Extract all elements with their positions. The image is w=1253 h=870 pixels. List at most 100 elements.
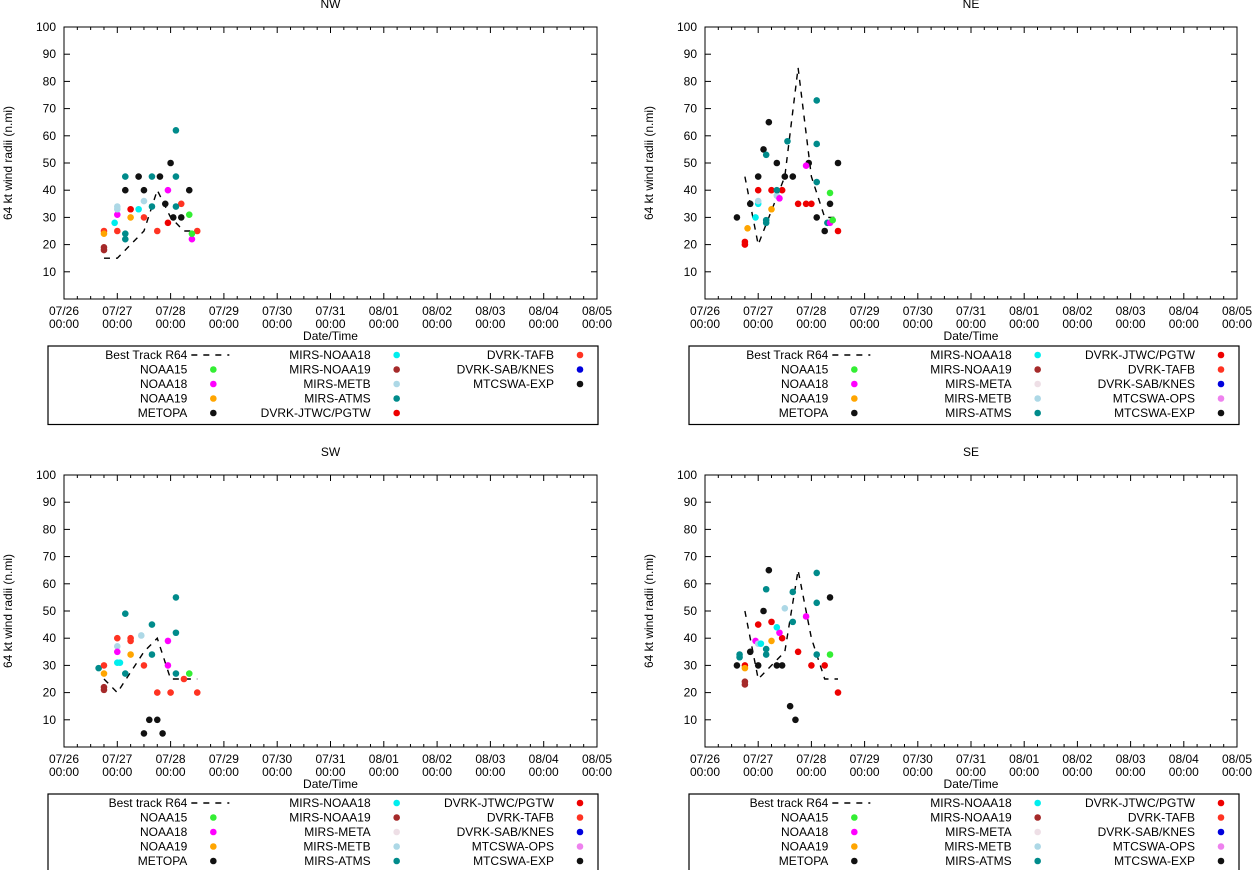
data-point-mirs-atms — [813, 651, 821, 658]
legend-swatch — [851, 828, 858, 836]
chart-panel-se: SE10203040506070809010007/2600:0007/2700… — [642, 445, 1252, 870]
data-point-dvrk-jtwc-pgtw — [754, 186, 762, 194]
data-point-dvrk-tafb — [114, 227, 121, 235]
data-point-dvrk-tafb — [140, 662, 148, 669]
legend-swatch — [1217, 799, 1225, 807]
y-tick-label: 30 — [684, 210, 698, 224]
x-tick-label-date: 07/28 — [796, 304, 826, 318]
legend-label: DVRK-TAFB — [1128, 363, 1195, 377]
data-point-noaa19 — [127, 214, 134, 221]
legend-label: NOAA15 — [781, 363, 829, 377]
data-point-mirs-atms — [172, 629, 180, 637]
data-point-mirs-metb — [140, 197, 148, 205]
data-point-dvrk-jtwc-pgtw — [768, 186, 775, 194]
legend-label: MTCSWA-EXP — [1114, 406, 1195, 420]
y-axis-label: 64 kt wind radii (n.mi) — [642, 106, 656, 220]
legend-swatch — [1034, 828, 1041, 836]
data-point-mirs-noaa18 — [116, 659, 124, 666]
legend-swatch — [210, 828, 217, 836]
data-point-mirs-atms — [172, 594, 180, 601]
data-point-mirs-atms — [813, 599, 821, 607]
data-point-dvrk-jtwc-pgtw — [794, 648, 802, 656]
data-point-noaa18 — [164, 637, 172, 645]
x-tick-label-date: 07/28 — [796, 752, 826, 766]
x-tick-label-date: 07/28 — [156, 304, 186, 318]
x-tick-label-time: 00:00 — [1222, 317, 1252, 331]
data-point-metopa — [826, 200, 834, 208]
data-point-noaa15 — [826, 651, 834, 658]
data-point-mirs-atms — [762, 151, 770, 159]
data-point-metopa — [185, 186, 193, 194]
x-tick-label-date: 07/30 — [262, 752, 292, 766]
y-tick-label: 100 — [677, 20, 697, 34]
data-point-dvrk-jtwc-pgtw — [834, 689, 842, 696]
x-tick-label-date: 08/05 — [582, 304, 612, 318]
data-point-dvrk-jtwc-pgtw — [808, 200, 815, 208]
data-point-noaa19 — [768, 205, 775, 213]
data-point-noaa19 — [127, 651, 134, 658]
x-tick-label-time: 00:00 — [1222, 765, 1252, 779]
data-point-mirs-atms — [813, 569, 821, 577]
y-tick-label: 10 — [684, 265, 698, 279]
y-tick-label: 60 — [684, 577, 698, 591]
y-tick-label: 40 — [684, 183, 698, 197]
legend-label: MTCSWA-EXP — [473, 377, 554, 391]
chart-panel-nw: NW10203040506070809010007/2600:0007/2700… — [1, 0, 612, 426]
data-point-metopa — [826, 594, 834, 601]
data-point-dvrk-tafb — [193, 689, 201, 696]
legend-swatch — [576, 799, 584, 807]
legend-label: DVRK-TAFB — [487, 348, 554, 362]
x-tick-label-time: 00:00 — [262, 765, 292, 779]
legend-swatch — [851, 380, 858, 388]
data-point-mirs-atms — [736, 651, 743, 658]
x-tick-label-date: 08/01 — [369, 304, 399, 318]
x-tick-label-date: 08/03 — [1116, 304, 1146, 318]
legend-swatch — [851, 843, 858, 850]
data-point-dvrk-tafb — [177, 200, 185, 208]
data-point-noaa18 — [114, 648, 121, 656]
legend-label: DVRK-JTWC/PGTW — [261, 406, 372, 420]
x-tick-label-date: 07/26 — [49, 752, 79, 766]
legend-swatch — [1034, 366, 1041, 373]
x-tick-label-time: 00:00 — [475, 317, 505, 331]
data-point-mirs-noaa18 — [757, 640, 765, 647]
data-point-noaa19 — [741, 664, 749, 672]
legend-label: MIRS-METB — [944, 840, 1011, 854]
x-tick-label-date: 07/26 — [49, 304, 79, 318]
data-point-metopa — [792, 716, 799, 724]
x-tick-label-date: 07/30 — [262, 304, 292, 318]
data-point-metopa — [754, 662, 762, 669]
y-tick-label: 40 — [43, 631, 57, 645]
x-tick-label-time: 00:00 — [690, 765, 720, 779]
x-tick-label-time: 00:00 — [529, 317, 559, 331]
x-tick-label-date: 08/01 — [1009, 304, 1039, 318]
y-tick-label: 80 — [43, 74, 57, 88]
chart-panel-sw: SW10203040506070809010007/2600:0007/2700… — [1, 445, 612, 870]
data-point-noaa18 — [802, 613, 810, 620]
data-point-dvrk-jtwc-pgtw — [768, 618, 775, 626]
y-tick-label: 60 — [43, 577, 57, 591]
data-point-noaa18 — [188, 235, 196, 243]
x-tick-label-date: 08/02 — [422, 752, 452, 766]
data-point-mirs-metb — [137, 632, 145, 639]
legend-swatch — [576, 814, 584, 821]
legend-label: MIRS-ATMS — [945, 854, 1011, 868]
data-point-metopa — [733, 214, 741, 221]
data-point-noaa18 — [776, 195, 783, 202]
data-point-dvrk-jtwc-pgtw — [802, 200, 810, 208]
legend-label: DVRK-SAB/KNES — [457, 825, 554, 839]
data-point-metopa — [746, 200, 754, 208]
x-tick-label-date: 07/30 — [903, 752, 933, 766]
legend-swatch — [210, 366, 217, 373]
x-tick-label-time: 00:00 — [1062, 765, 1092, 779]
x-tick-label-time: 00:00 — [156, 765, 186, 779]
x-axis-label: Date/Time — [944, 329, 999, 343]
y-tick-label: 90 — [684, 47, 698, 61]
x-tick-label-date: 07/27 — [743, 304, 773, 318]
data-point-metopa — [161, 200, 169, 208]
y-tick-label: 40 — [684, 631, 698, 645]
data-point-metopa — [156, 173, 164, 180]
y-tick-label: 100 — [36, 468, 56, 482]
y-tick-label: 30 — [43, 210, 57, 224]
legend-swatch — [393, 380, 400, 388]
